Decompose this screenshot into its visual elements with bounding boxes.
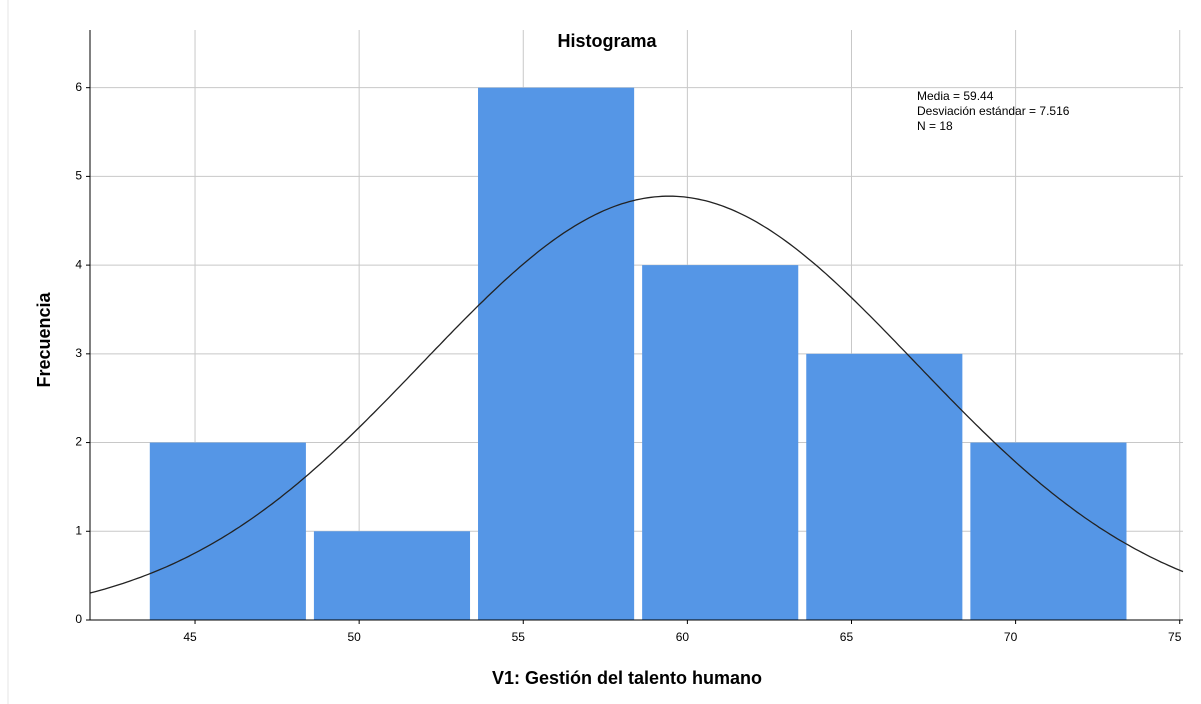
bars <box>149 87 1127 620</box>
y-tick-label: 4 <box>75 257 82 271</box>
x-tick-label: 75 <box>1168 630 1182 644</box>
x-tick-label: 50 <box>347 630 361 644</box>
x-tick-label: 70 <box>1004 630 1018 644</box>
normal-curve <box>89 195 1184 594</box>
bar <box>149 442 306 620</box>
x-tick-label: 55 <box>512 630 526 644</box>
x-tick-label: 60 <box>676 630 690 644</box>
y-tick-label: 2 <box>75 435 82 449</box>
stats-annotation: Media = 59.44 <box>917 89 994 103</box>
y-tick-label: 6 <box>75 80 82 94</box>
bar <box>313 531 471 620</box>
bar <box>970 442 1127 620</box>
y-axis-label: Frecuencia <box>34 291 54 387</box>
y-tick-label: 3 <box>75 346 82 360</box>
bar <box>478 87 635 620</box>
bar <box>642 265 799 620</box>
y-tick-label: 1 <box>75 523 82 537</box>
y-tick-label: 0 <box>75 612 82 626</box>
bar <box>806 353 963 620</box>
stats-annotation: N = 18 <box>917 119 953 133</box>
x-axis-label: V1: Gestión del talento humano <box>492 668 762 688</box>
x-tick-label: 65 <box>840 630 854 644</box>
stats-annotation: Desviación estándar = 7.516 <box>917 104 1070 118</box>
y-tick-label: 5 <box>75 169 82 183</box>
chart-title: Histograma <box>557 31 657 51</box>
x-tick-label: 45 <box>183 630 197 644</box>
